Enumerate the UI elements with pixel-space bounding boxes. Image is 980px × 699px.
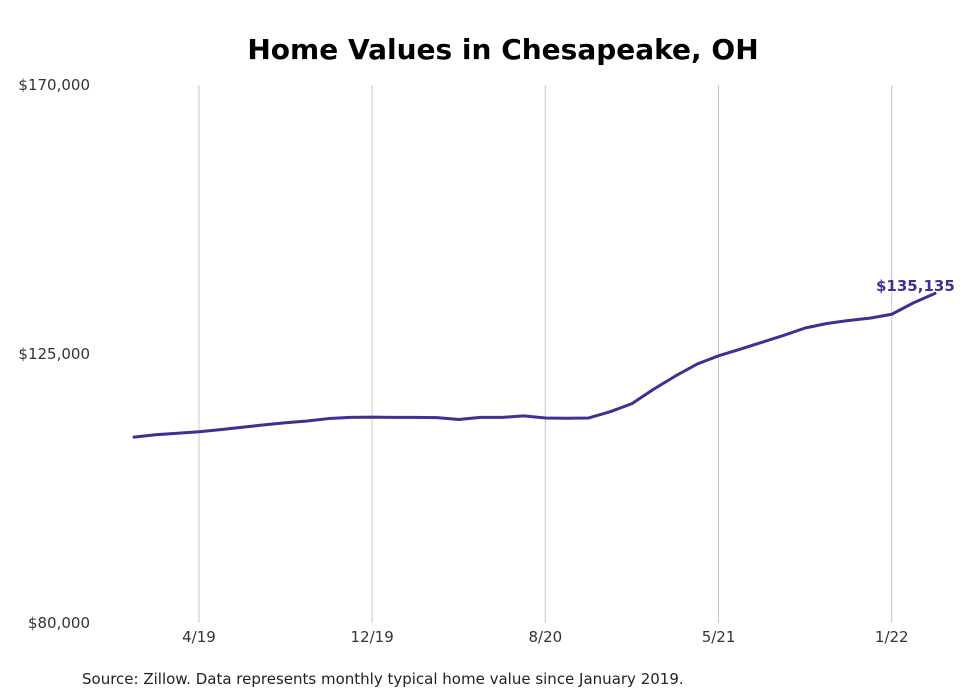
- last-value-label: $135,135: [876, 277, 955, 295]
- y-tick-label: $80,000: [28, 614, 90, 632]
- x-tick-label: 8/20: [529, 628, 563, 646]
- source-note: Source: Zillow. Data represents monthly …: [82, 670, 684, 688]
- y-tick-label: $125,000: [18, 345, 90, 363]
- y-tick-label: $170,000: [18, 76, 90, 94]
- y-axis-tick-labels: $170,000 $125,000 $80,000: [18, 76, 90, 632]
- home-value-series-line: [132, 291, 937, 439]
- grid-lines: [198, 85, 893, 623]
- x-tick-label: 4/19: [182, 628, 216, 646]
- x-tick-label: 12/19: [351, 628, 394, 646]
- x-tick-label: 5/21: [702, 628, 736, 646]
- x-axis-tick-labels: 4/19 12/19 8/20 5/21 1/22: [182, 628, 908, 646]
- series-layer: [132, 291, 937, 439]
- x-tick-label: 1/22: [875, 628, 909, 646]
- chart-title: Home Values in Chesapeake, OH: [247, 33, 758, 66]
